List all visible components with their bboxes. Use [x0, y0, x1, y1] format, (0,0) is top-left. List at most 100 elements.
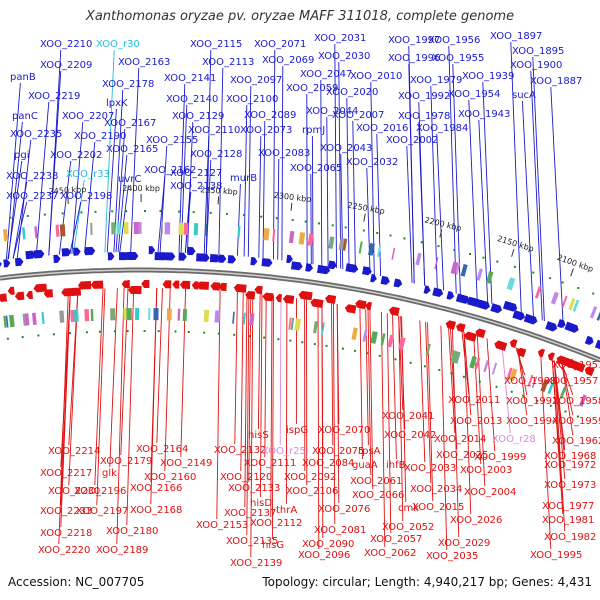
gene-label: XOO_2238: [6, 171, 58, 182]
gene-leader-line: [150, 288, 158, 505]
gene-leader-line: [184, 191, 192, 253]
gene-leader-line: [376, 133, 382, 277]
gene-label: XOO_2059: [286, 83, 338, 94]
gene-label: XOO_1991: [506, 396, 558, 407]
marker-dot: [577, 415, 579, 418]
reverse-gene: [90, 280, 104, 289]
function-band-reverse: [123, 308, 128, 321]
gene-leader-line: [35, 101, 50, 257]
function-band-reverse: [509, 368, 518, 382]
gene-label: ihfB: [386, 460, 406, 471]
forward-gene: [545, 321, 558, 332]
genome-summary: Topology: circular; Length: 4,940,217 bp…: [262, 575, 592, 589]
function-band-reverse: [491, 362, 498, 375]
marker-dot: [157, 330, 160, 333]
gene-leader-line: [550, 86, 564, 328]
function-band-forward: [572, 299, 580, 312]
gene-leader-line: [532, 56, 545, 322]
gene-leader-line: [418, 121, 426, 286]
forward-gene: [14, 257, 24, 267]
gene-leader-line: [311, 135, 314, 265]
forward-gene: [594, 339, 600, 351]
function-band-reverse: [290, 317, 295, 330]
gene-leader-line: [338, 61, 342, 269]
gene-label: XOO_2084: [302, 458, 354, 469]
kbp-tick: 2300 kbp: [273, 191, 312, 211]
gene-label: XOO_2092: [284, 472, 336, 483]
gene-label: XOO_2025: [436, 450, 488, 461]
marker-dot: [341, 347, 344, 350]
function-band-forward: [568, 298, 576, 311]
gene-leader-line: [258, 135, 262, 258]
gene-leader-line: [463, 331, 472, 416]
gene-label: XOO_1954: [448, 89, 500, 100]
function-band-reverse: [249, 313, 255, 326]
marker-dot: [549, 277, 552, 280]
gene-label: XOO_2043: [320, 143, 372, 154]
kbp-tick: 2450 kbp: [48, 185, 87, 205]
function-band-reverse: [398, 337, 406, 350]
marker-dot: [522, 394, 525, 397]
function-band-reverse: [126, 308, 132, 321]
marker-dot: [144, 210, 146, 212]
function-band-forward: [450, 261, 459, 275]
forward-gene: [370, 273, 377, 283]
gene-label: XOO_1999: [474, 452, 526, 463]
function-band-reverse: [3, 315, 7, 328]
gene-leader-line: [448, 45, 457, 294]
gene-label: XOO_1959: [552, 416, 600, 427]
gene-label: XOO_2135: [226, 536, 278, 547]
marker-dot: [438, 369, 441, 371]
gene-leader-line: [370, 81, 375, 275]
gene-label: XOO_1895: [512, 46, 564, 57]
reverse-gene: [245, 290, 256, 300]
gene-leader-line: [473, 334, 482, 465]
function-band-forward: [596, 308, 600, 321]
function-band-forward: [485, 271, 494, 284]
gene-leader-line: [271, 295, 274, 540]
gene-leader-line: [452, 63, 461, 295]
gene-label: XOO_2061: [350, 476, 402, 487]
gene-label: hisD: [250, 498, 272, 509]
gene-label: XOO_2003: [460, 465, 512, 476]
gene-label: rpmJ: [302, 125, 325, 136]
reverse-gene: [233, 283, 247, 293]
gene-leader-line: [521, 100, 534, 318]
function-band-forward: [193, 223, 199, 236]
kbp-tick-label: 2200 kbp: [424, 215, 463, 233]
marker-dot: [450, 372, 453, 375]
forward-gene: [490, 303, 503, 314]
forward-gene: [502, 300, 518, 312]
gene-label: XOO_2110: [188, 125, 240, 136]
gene-label: XOO_2162: [144, 165, 196, 176]
marker-dot: [510, 390, 513, 393]
gene-label: XOO_2163: [118, 57, 170, 68]
gene-label: XOO_2020: [326, 87, 378, 98]
reverse-gene: [26, 290, 33, 300]
gene-label: XOO_2190: [74, 131, 126, 142]
marker-dot: [203, 331, 206, 334]
kbp-tick-label: 2450 kbp: [48, 185, 86, 196]
gene-label: XOO_2160: [144, 472, 196, 483]
function-band-reverse: [242, 312, 246, 325]
gene-label: XOO_2198: [60, 191, 112, 202]
reverse-gene: [141, 279, 150, 289]
gene-label: panC: [12, 111, 38, 122]
gene-label: XOO_2179: [100, 456, 152, 467]
marker-dot: [513, 265, 516, 268]
gene-label: XOO_2127: [170, 168, 222, 179]
marker-dot: [291, 219, 294, 221]
kbp-tick: 2350 kbp: [200, 185, 238, 205]
function-band-forward: [476, 268, 483, 281]
function-band-forward: [34, 226, 38, 239]
forward-gene: [290, 261, 303, 271]
gene-label: XOO_2120: [220, 472, 272, 483]
gene-leader-line: [561, 363, 574, 396]
reverse-gene: [494, 340, 508, 351]
gene-leader-line: [60, 289, 71, 528]
gene-label: XOO_2041: [382, 411, 434, 422]
gene-label: XOO_2153: [196, 520, 248, 531]
gene-label: XOO_2132: [214, 445, 266, 456]
marker-dot: [549, 404, 552, 407]
marker-dot: [6, 337, 9, 340]
